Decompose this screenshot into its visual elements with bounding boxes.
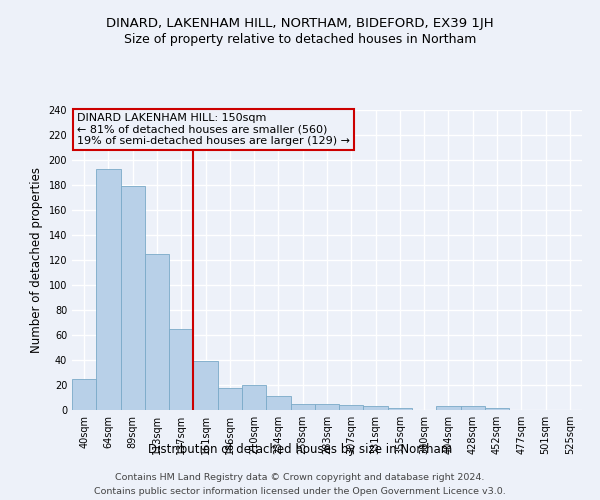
Bar <box>436 406 461 410</box>
Bar <box>96 169 121 410</box>
Bar <box>485 408 509 410</box>
Text: DINARD LAKENHAM HILL: 150sqm
← 81% of detached houses are smaller (560)
19% of s: DINARD LAKENHAM HILL: 150sqm ← 81% of de… <box>77 113 350 146</box>
Bar <box>145 254 169 410</box>
Text: Contains public sector information licensed under the Open Government Licence v3: Contains public sector information licen… <box>94 488 506 496</box>
Bar <box>461 406 485 410</box>
Bar <box>290 404 315 410</box>
Text: Distribution of detached houses by size in Northam: Distribution of detached houses by size … <box>148 442 452 456</box>
Bar <box>121 186 145 410</box>
Text: Size of property relative to detached houses in Northam: Size of property relative to detached ho… <box>124 32 476 46</box>
Bar <box>266 396 290 410</box>
Bar <box>242 385 266 410</box>
Bar <box>169 329 193 410</box>
Text: DINARD, LAKENHAM HILL, NORTHAM, BIDEFORD, EX39 1JH: DINARD, LAKENHAM HILL, NORTHAM, BIDEFORD… <box>106 18 494 30</box>
Bar <box>193 361 218 410</box>
Bar <box>364 406 388 410</box>
Bar <box>388 408 412 410</box>
Bar <box>339 405 364 410</box>
Bar <box>72 379 96 410</box>
Y-axis label: Number of detached properties: Number of detached properties <box>30 167 43 353</box>
Bar <box>218 388 242 410</box>
Text: Contains HM Land Registry data © Crown copyright and database right 2024.: Contains HM Land Registry data © Crown c… <box>115 472 485 482</box>
Bar <box>315 404 339 410</box>
